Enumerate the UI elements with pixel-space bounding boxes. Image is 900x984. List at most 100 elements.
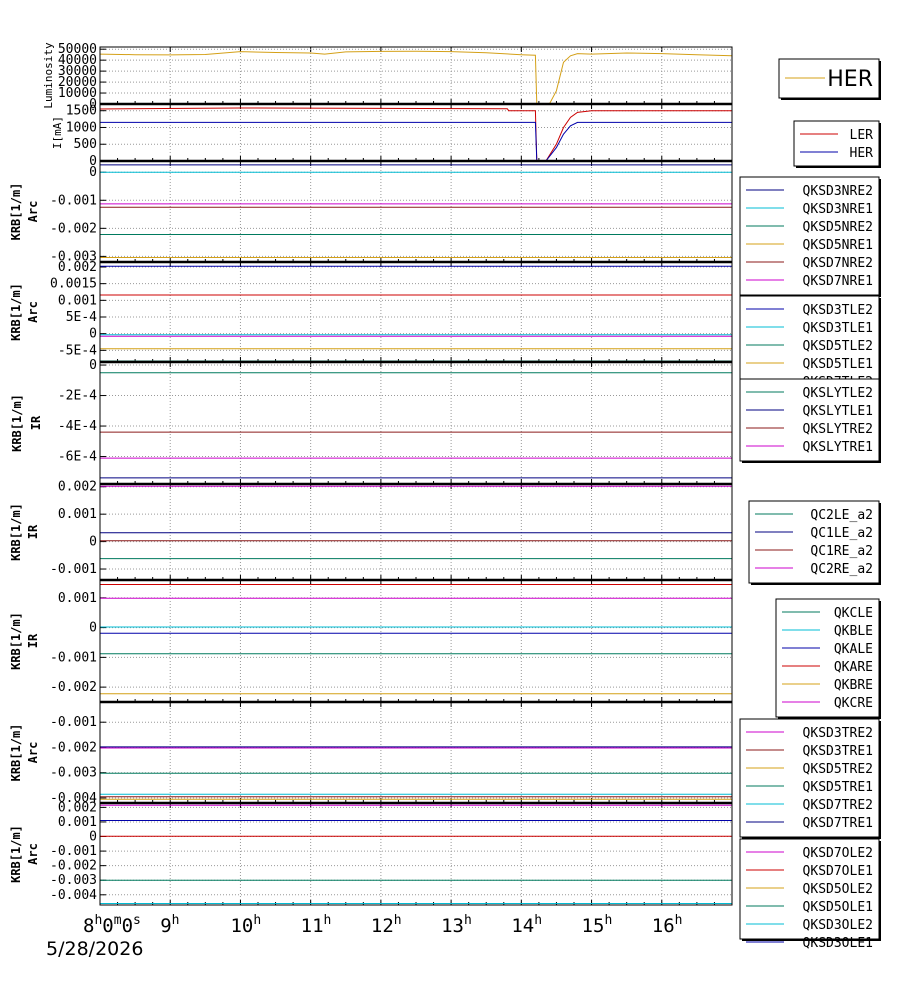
- legend-label: QKSD3TLE1: [803, 321, 873, 336]
- y-tick-label: 0.001: [58, 507, 97, 522]
- legend-label: QKBLE: [834, 624, 873, 639]
- y-tick-label: 0: [89, 535, 97, 550]
- legend-label: QKSD7OLE1: [803, 864, 873, 879]
- legend-label: QKSD7TRE2: [803, 798, 873, 813]
- y-axis-label: KRB[1/m]: [9, 612, 23, 670]
- y-axis-sublabel: IR: [26, 633, 40, 648]
- y-tick-label: 0: [89, 154, 97, 169]
- y-axis-sublabel: IR: [26, 524, 40, 539]
- legend-arc3: QKSD3TRE2 QKSD3TRE1 QKSD5TRE2 QKSD5TRE1 QKSD…: [739, 718, 881, 839]
- legend-box: [739, 718, 880, 838]
- legend-label: HER: [827, 67, 873, 92]
- y-tick-label: 20000: [58, 75, 97, 90]
- panel-frame: [99, 103, 733, 162]
- y-tick-label: 10000: [58, 86, 97, 101]
- legend-label: QKSD3TLE2: [803, 303, 873, 318]
- panel-frame: [99, 701, 733, 804]
- y-tick-label: 0.002: [58, 260, 97, 275]
- y-axis-label: KRB[1/m]: [9, 503, 23, 561]
- legend-label: QKSD7NRE2: [803, 256, 873, 271]
- panel-arc3: -0.001 -0.002 -0.003 -0.004 KRB[1/m] Arc: [9, 700, 733, 806]
- date-label: 5/28/2026: [46, 938, 143, 960]
- legend-luminosity: HER: [778, 58, 881, 100]
- panel-frame: [99, 46, 733, 105]
- y-tick-label: -0.002: [50, 740, 97, 755]
- x-tick-label: 12h: [371, 913, 402, 937]
- panel-frame: [99, 483, 733, 581]
- legend-label: QKSD5OLE1: [803, 900, 873, 915]
- y-axis-sublabel: Arc: [26, 201, 40, 223]
- y-tick-label: -4E-4: [58, 419, 97, 434]
- legend-current: LER HER: [793, 120, 881, 168]
- y-axis-label: KRB[1/m]: [9, 724, 23, 782]
- y-axis-label: I[mA]: [51, 116, 64, 149]
- y-tick-label: 0: [89, 830, 97, 845]
- y-tick-label: 30000: [58, 64, 97, 79]
- legend-label: QKSD3OLE2: [803, 918, 873, 933]
- x-tick-label: 11h: [301, 913, 332, 937]
- legend-label: QKCRE: [834, 696, 873, 711]
- y-tick-label: -0.003: [50, 766, 97, 781]
- y-tick-label: -0.004: [50, 791, 97, 806]
- y-tick-label: -0.001: [50, 844, 97, 859]
- y-tick-label: 50000: [58, 42, 97, 57]
- legend-label: QC1LE_a2: [810, 526, 873, 541]
- panel-frame: [99, 802, 733, 906]
- y-axis-label: KRB[1/m]: [10, 394, 24, 452]
- series-line-HER: [100, 121, 732, 161]
- y-tick-label: 40000: [58, 53, 97, 68]
- legend-label: QC2LE_a2: [810, 508, 873, 523]
- y-tick-label: -0.004: [50, 888, 97, 903]
- y-tick-label: -2E-4: [58, 389, 97, 404]
- panel-ir1: 0 -2E-4 -4E-4 -6E-4 KRB[1/m] IR: [10, 358, 733, 485]
- legend-label: QKCLE: [834, 606, 873, 621]
- legend-ir3: QKCLE QKBLE QKALE QKARE QKBRE QKCRE: [775, 598, 881, 719]
- y-tick-label: -0.001: [50, 562, 97, 577]
- legend-label: QC1RE_a2: [810, 544, 873, 559]
- y-tick-label: 0.002: [58, 480, 97, 495]
- legend-label: QKSD5NRE2: [803, 220, 873, 235]
- legend-label: QKSLYTRE1: [803, 440, 873, 455]
- legend-label: QC2RE_a2: [810, 562, 873, 577]
- legend-box: [739, 378, 880, 462]
- x-tick-label: 16h: [652, 913, 683, 937]
- legend-label: QKSD3NRE2: [803, 184, 873, 199]
- legend-label: HER: [850, 146, 874, 161]
- legend-box: [748, 500, 880, 584]
- legend-label: QKSLYTLE1: [803, 404, 873, 419]
- y-tick-label: -0.002: [50, 680, 97, 695]
- y-axis-sublabel: IR: [29, 415, 43, 430]
- legend-box: [739, 838, 880, 940]
- y-tick-label: 0: [89, 97, 97, 112]
- y-tick-label: -0.003: [50, 873, 97, 888]
- legend-label: QKARE: [834, 660, 873, 675]
- y-tick-label: 0.001: [58, 815, 97, 830]
- x-tick-label: 8h0m0s: [83, 913, 141, 937]
- legend-label: QKSD7TRE1: [803, 816, 873, 831]
- y-axis-label: KRB[1/m]: [9, 183, 23, 241]
- panel-ir2: 0.002 0.001 0 -0.001 KRB[1/m] IR: [9, 480, 733, 581]
- series-line-HER: [100, 50, 732, 104]
- panel-frame: [99, 361, 733, 485]
- legend-label: QKSLYTLE2: [803, 386, 873, 401]
- legend-label: QKSD3TRE2: [803, 726, 873, 741]
- y-tick-label: 1500: [66, 104, 97, 119]
- y-tick-label: 1000: [66, 120, 97, 135]
- y-axis-label: Luminosity: [42, 42, 55, 109]
- x-tick-label: 14h: [511, 913, 542, 937]
- y-tick-label: -0.001: [50, 650, 97, 665]
- legend-label: QKSD5OLE2: [803, 882, 873, 897]
- legend-ir1: QKSLYTLE2 QKSLYTLE1 QKSLYTRE2 QKSLYTRE1: [739, 378, 881, 463]
- y-axis-sublabel: Arc: [26, 301, 40, 323]
- y-tick-label: 0: [89, 327, 97, 342]
- legend-arc4: QKSD7OLE2 QKSD7OLE1 QKSD5OLE2 QKSD5OLE1 QKSD…: [739, 838, 881, 951]
- y-tick-label: -0.001: [50, 193, 97, 208]
- y-tick-label: -0.002: [50, 221, 97, 236]
- y-axis-label: KRB[1/m]: [9, 825, 23, 883]
- legend-ir2: QC2LE_a2 QC1LE_a2 QC1RE_a2 QC2RE_a2: [748, 500, 881, 585]
- y-tick-label: 0: [89, 165, 97, 180]
- x-tick-label: 9h: [160, 913, 179, 937]
- y-tick-label: -0.003: [50, 249, 97, 264]
- panel-frame: [99, 261, 733, 363]
